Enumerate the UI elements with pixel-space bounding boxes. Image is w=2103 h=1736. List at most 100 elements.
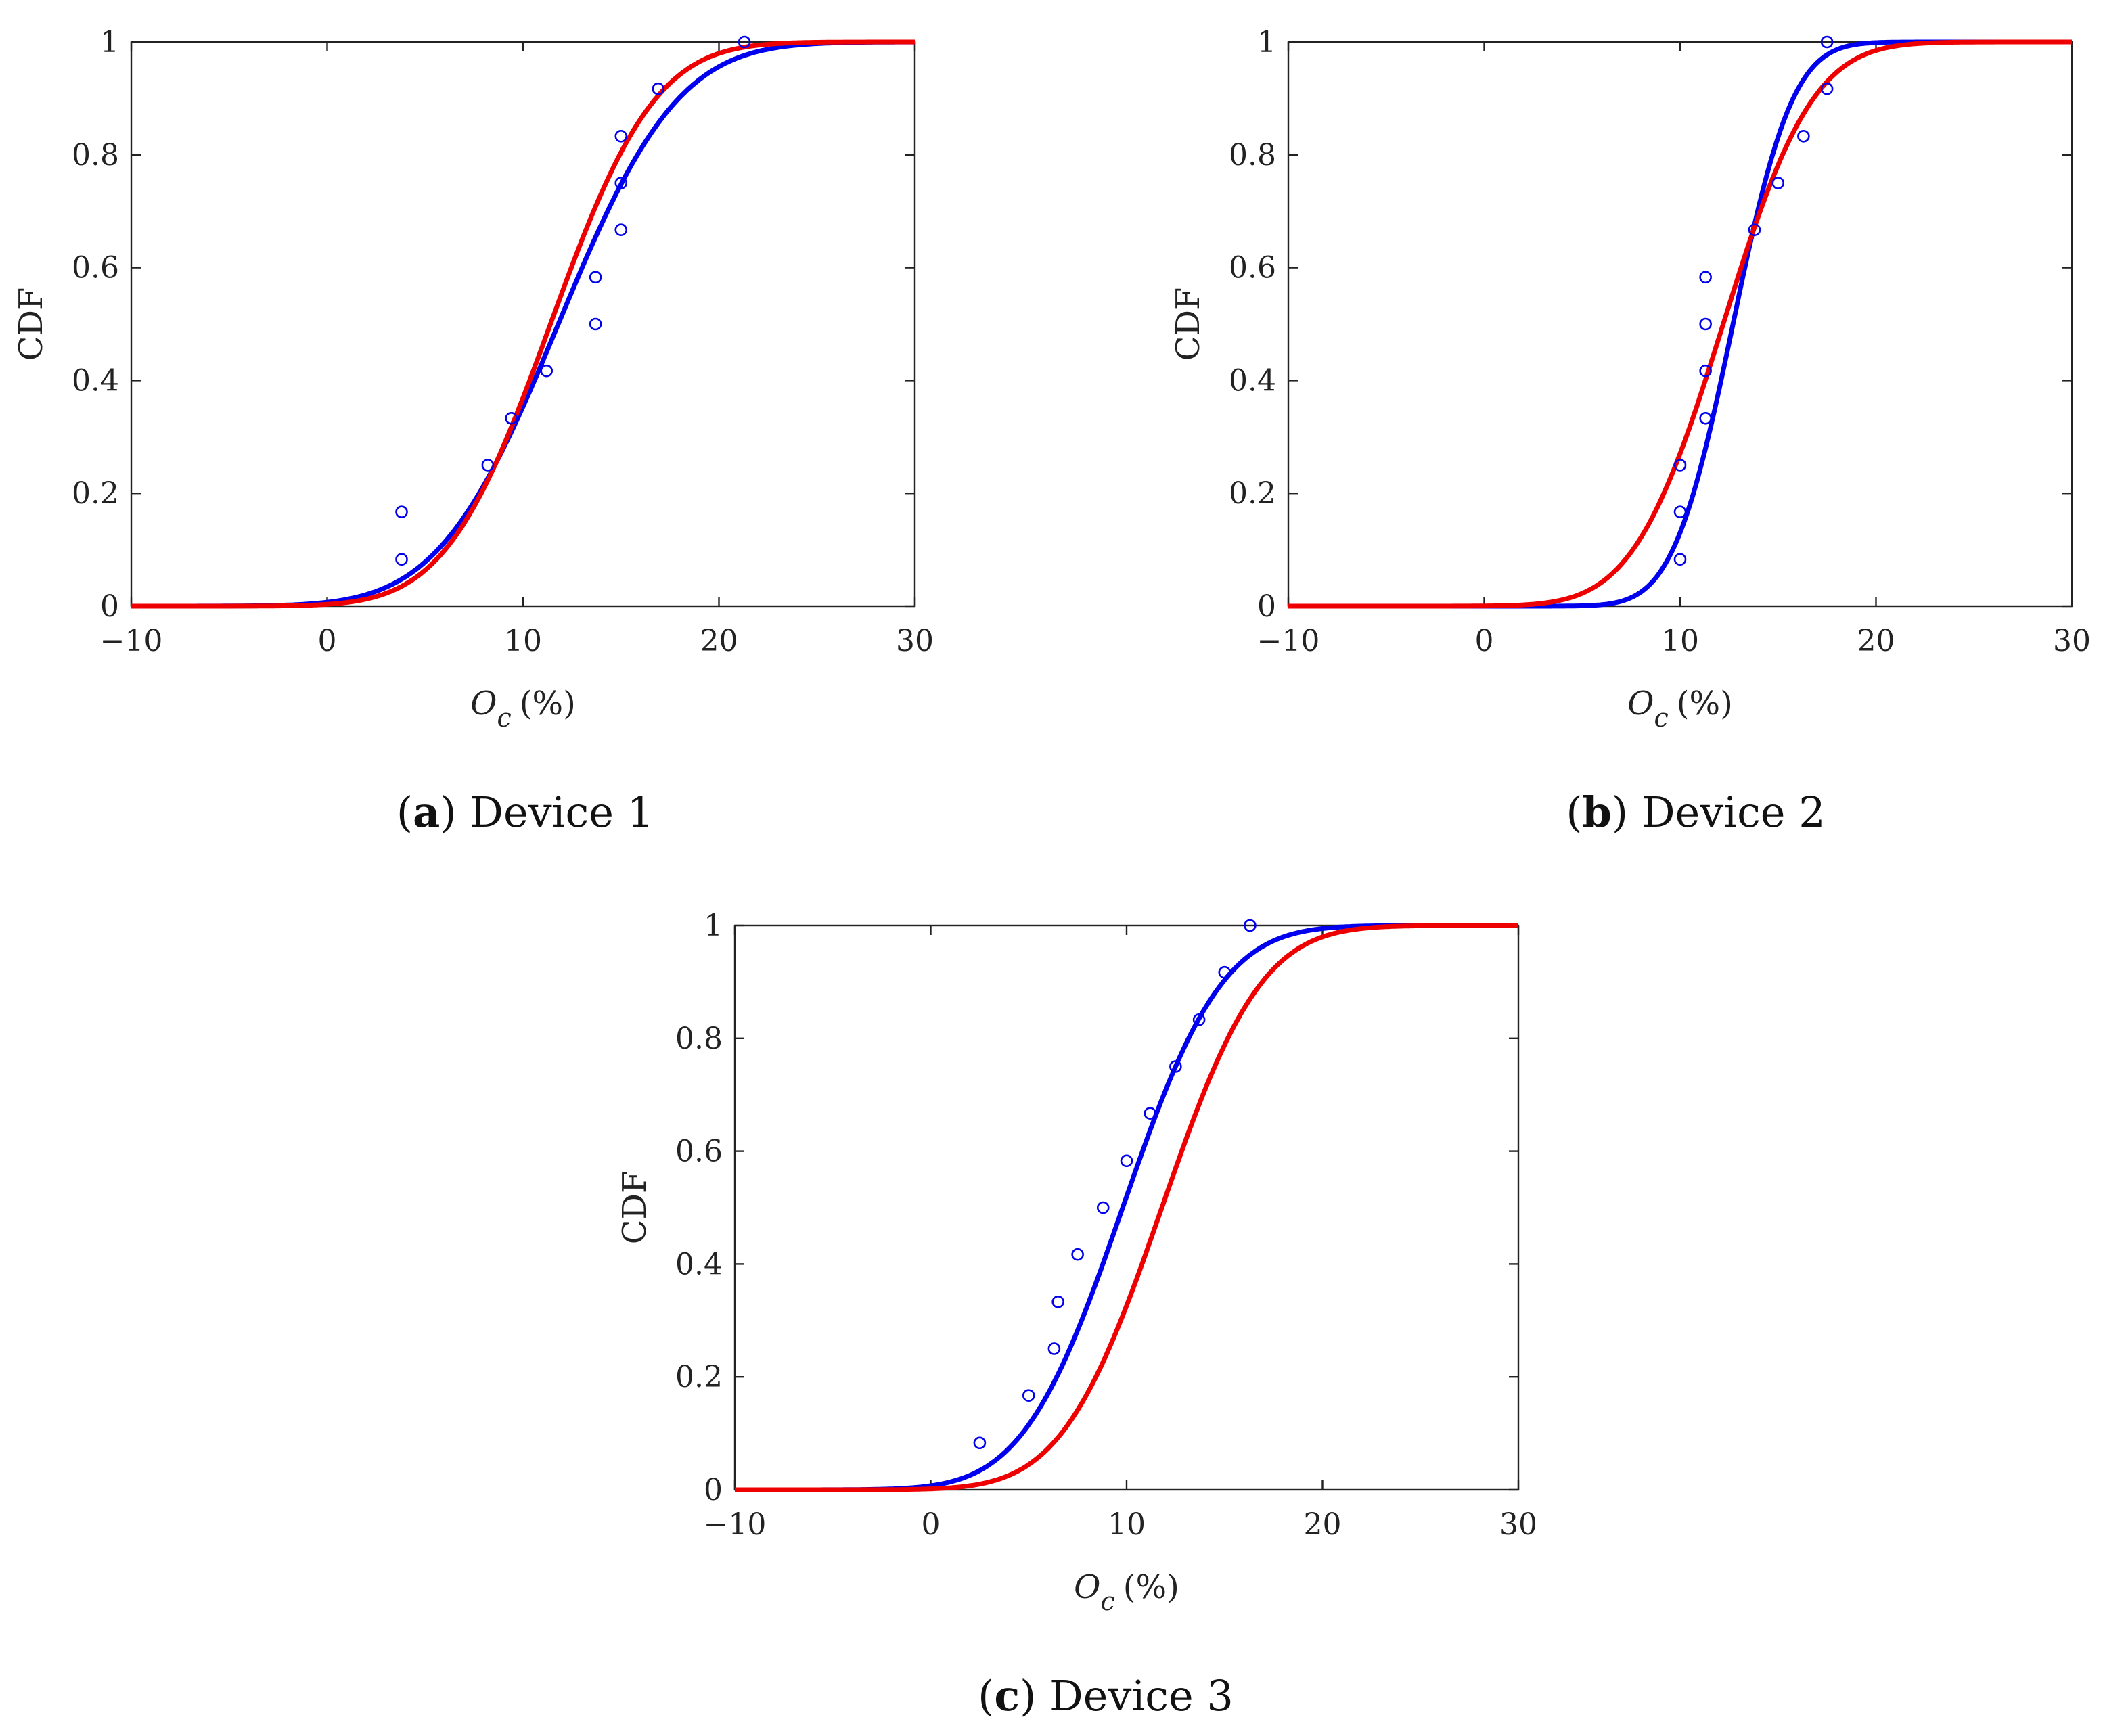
empirical-point [614, 223, 628, 237]
empirical-point [1699, 271, 1712, 284]
x-axis-subscript: c [1101, 1586, 1115, 1616]
empirical-point [1244, 919, 1257, 932]
y-tick-label: 1 [100, 25, 119, 60]
y-tick-label: 0 [1257, 589, 1276, 624]
empirical-point [738, 35, 751, 49]
y-tick-label: 0 [100, 589, 119, 624]
caption-b-text: Device 2 [1642, 787, 1826, 837]
empirical-point [1820, 82, 1834, 95]
y-tick-label: 0.4 [1229, 363, 1276, 398]
x-axis-unit: (%) [1123, 1568, 1179, 1606]
y-tick-label: 0.2 [1229, 476, 1276, 511]
caption-b: (b) Device 2 [1566, 787, 1825, 837]
caption-c-text: Device 3 [1049, 1671, 1234, 1720]
empirical-point [1096, 1201, 1110, 1214]
y-tick-label: 0 [704, 1473, 723, 1507]
x-tick-label: 20 [1304, 1507, 1342, 1542]
x-tick-label: 0 [922, 1507, 941, 1542]
x-axis-subscript: c [1654, 703, 1669, 733]
empirical-point [395, 505, 408, 519]
y-tick-label: 0.4 [675, 1247, 723, 1281]
empirical-point [1820, 35, 1834, 49]
blue-fit-line [1288, 39, 2073, 609]
caption-a: (a) Device 1 [397, 787, 654, 837]
x-tick-label: −10 [1257, 624, 1320, 658]
x-tick-label: 30 [896, 624, 934, 658]
y-tick-label: 0.4 [72, 363, 119, 398]
x-tick-label: 0 [318, 624, 337, 658]
x-tick-label: 30 [2053, 624, 2091, 658]
empirical-point [1169, 1060, 1182, 1073]
x-axis-title: Oc (%) [1627, 685, 1733, 733]
empirical-point [1052, 1295, 1064, 1308]
y-axis-title: CDF [12, 288, 50, 361]
empirical-point [1218, 965, 1231, 979]
y-axis-title: CDF [616, 1171, 654, 1245]
empirical-point [1699, 317, 1712, 331]
y-tick-label: 0.6 [675, 1135, 723, 1169]
caption-c-letter: c [994, 1671, 1020, 1720]
y-tick-label: 0.8 [675, 1022, 723, 1056]
caption-a-text: Device 1 [470, 787, 654, 837]
y-tick-label: 1 [1257, 25, 1276, 60]
red-fit-line [734, 923, 1519, 1492]
empirical-point [1120, 1154, 1133, 1168]
x-tick-label: −10 [704, 1507, 767, 1542]
y-tick-label: 0.8 [1229, 138, 1276, 173]
empirical-point [614, 129, 628, 143]
x-axis-subscript: c [497, 703, 512, 733]
x-tick-label: 30 [1499, 1507, 1537, 1542]
blue-fit-line [131, 39, 915, 609]
axes-box [130, 41, 916, 608]
red-fit-line [1288, 39, 2073, 609]
empirical-point [1022, 1389, 1035, 1402]
empirical-point [1673, 459, 1687, 472]
caption-c: (c) Device 3 [978, 1671, 1234, 1720]
empirical-point [1192, 1013, 1206, 1026]
empirical-point [1144, 1107, 1157, 1120]
caption-b-letter: b [1583, 787, 1612, 837]
empirical-point [1071, 1248, 1084, 1261]
empirical-point [1699, 364, 1712, 378]
x-axis-symbol: O [1074, 1568, 1100, 1606]
empirical-point [1771, 177, 1785, 189]
axes-box [1287, 41, 2073, 608]
y-tick-label: 0.8 [72, 138, 119, 173]
red-fit-line [131, 39, 915, 609]
blue-fit-line [734, 923, 1519, 1492]
x-axis-unit: (%) [1677, 685, 1733, 723]
x-tick-label: 20 [700, 624, 738, 658]
empirical-point [505, 411, 518, 425]
empirical-point [1673, 553, 1687, 566]
x-axis-title: Oc (%) [470, 685, 576, 733]
y-tick-label: 0.6 [72, 251, 119, 285]
x-tick-label: 10 [1661, 624, 1699, 658]
empirical-point [973, 1436, 987, 1450]
empirical-point [481, 459, 495, 472]
x-axis-symbol: O [470, 685, 497, 723]
x-tick-label: 20 [1857, 624, 1895, 658]
empirical-point [614, 177, 628, 189]
axes-box [733, 924, 1520, 1491]
x-tick-label: 0 [1475, 624, 1494, 658]
x-tick-label: 10 [1108, 1507, 1146, 1542]
empirical-point [1047, 1342, 1061, 1355]
x-axis-unit: (%) [520, 685, 576, 723]
empirical-point [395, 553, 408, 566]
y-tick-label: 0.2 [675, 1360, 723, 1394]
x-tick-label: 10 [504, 624, 542, 658]
y-tick-label: 0.2 [72, 476, 119, 511]
empirical-point [589, 271, 602, 284]
empirical-point [1699, 411, 1712, 425]
empirical-point [652, 82, 665, 95]
empirical-point [589, 317, 602, 331]
empirical-point [1748, 223, 1761, 237]
y-tick-label: 0.6 [1229, 251, 1276, 285]
